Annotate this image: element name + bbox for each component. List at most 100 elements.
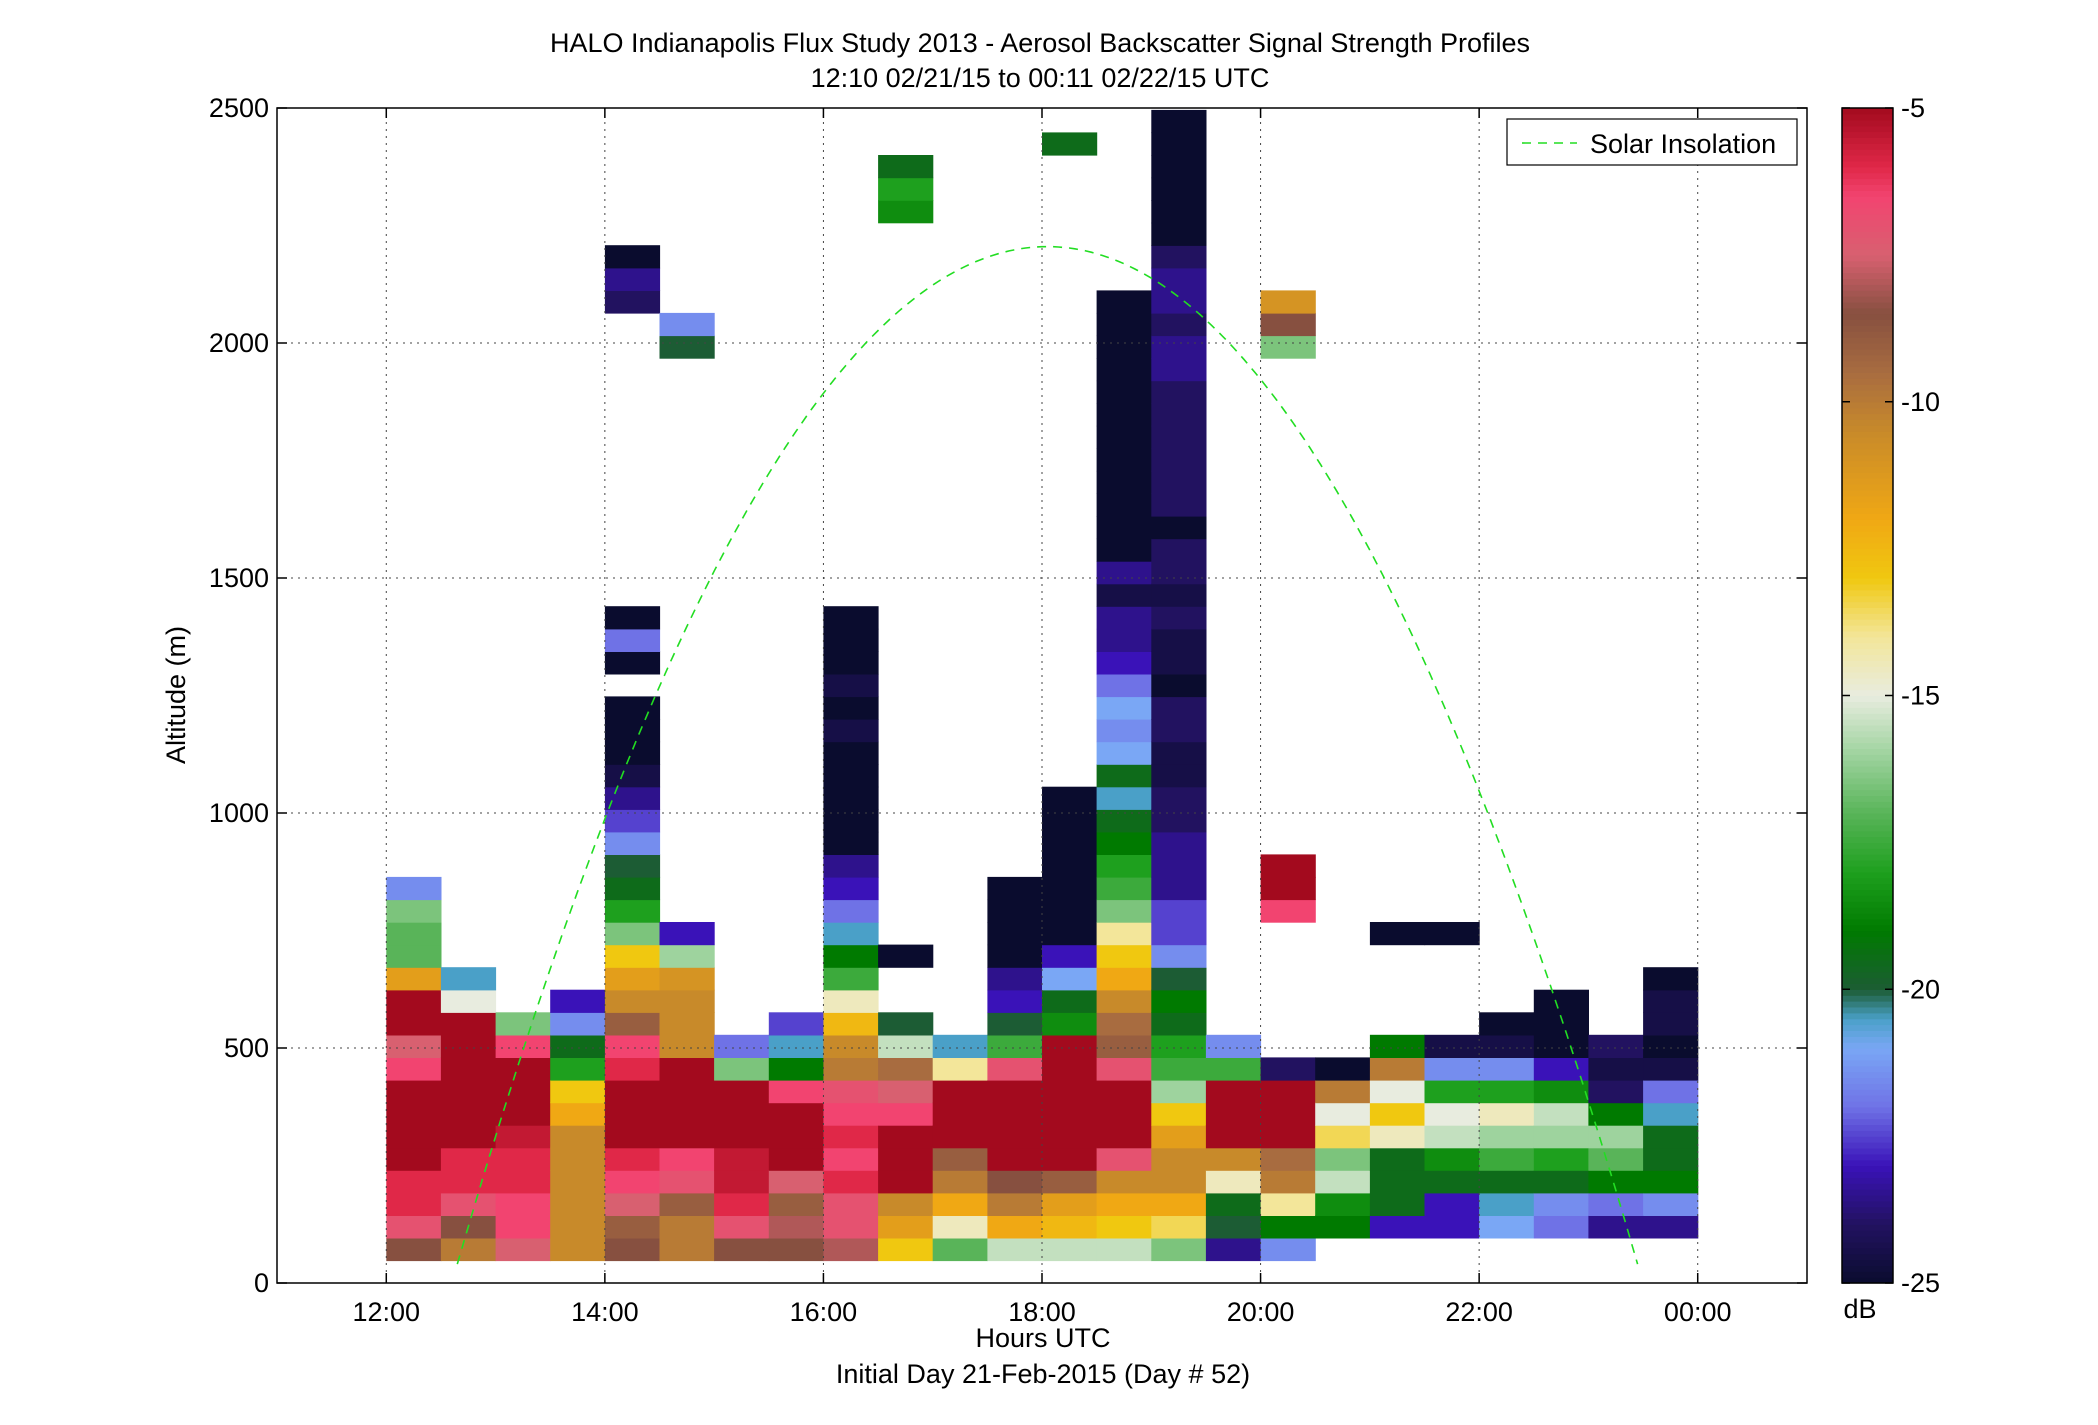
heatmap-cell — [987, 1125, 1043, 1149]
heatmap-cell — [1151, 1215, 1207, 1239]
heatmap-cell — [495, 1170, 551, 1194]
heatmap-cell — [1151, 922, 1207, 946]
heatmap-cell — [1369, 1215, 1426, 1239]
colorbar-swatch — [1842, 466, 1893, 473]
heatmap-cell — [659, 1012, 715, 1036]
heatmap-cell — [1643, 1125, 1699, 1149]
heatmap-cell — [550, 1192, 606, 1216]
heatmap-cell — [1533, 1080, 1589, 1104]
heatmap-cell — [1260, 1215, 1316, 1239]
heatmap-cell — [1479, 1034, 1535, 1058]
heatmap-cell — [1424, 1080, 1480, 1104]
colorbar-swatch — [1842, 860, 1893, 867]
heatmap-cell — [1096, 1034, 1152, 1058]
heatmap-cell — [987, 989, 1043, 1013]
heatmap-cell — [1042, 944, 1098, 968]
colorbar-swatch — [1842, 284, 1893, 291]
heatmap-cell — [823, 876, 879, 901]
colorbar-swatch — [1842, 1077, 1893, 1084]
heatmap-cell — [604, 267, 661, 291]
colorbar-swatch — [1842, 548, 1893, 556]
heatmap-cell — [604, 876, 661, 901]
colorbar-swatch — [1842, 1183, 1893, 1190]
heatmap-cell — [1042, 1147, 1098, 1171]
heatmap-cell — [659, 1147, 715, 1171]
colorbar-swatch — [1842, 907, 1893, 914]
heatmap-cell — [714, 1192, 770, 1216]
colorbar-swatch — [1842, 754, 1893, 761]
heatmap-cell — [1042, 1215, 1098, 1239]
heatmap-cell — [1260, 1080, 1316, 1104]
colorbar-swatch — [1842, 1006, 1893, 1014]
colorbar-swatch — [1842, 395, 1893, 403]
heatmap-cell — [1096, 538, 1152, 562]
colorbar-swatch — [1842, 513, 1893, 520]
heatmap-cell — [604, 245, 661, 269]
heatmap-cell — [550, 1034, 606, 1058]
colorbar-swatch — [1842, 824, 1893, 832]
heatmap-cell — [768, 1170, 824, 1194]
heatmap-cell — [386, 1215, 442, 1239]
colorbar-swatch — [1842, 818, 1893, 826]
colorbar-swatch — [1842, 401, 1893, 409]
heatmap-cell — [386, 922, 442, 946]
heatmap-cell — [604, 944, 661, 968]
colorbar-swatch — [1842, 260, 1893, 268]
colorbar-swatch — [1842, 325, 1893, 332]
heatmap-cell — [659, 1080, 715, 1104]
colorbar-swatch — [1842, 1012, 1893, 1020]
heatmap-cell — [823, 628, 879, 652]
colorbar-swatch — [1842, 724, 1893, 732]
heatmap-cell — [1151, 606, 1207, 630]
colorbar-swatch — [1842, 413, 1893, 420]
heatmap-cell — [604, 651, 661, 675]
heatmap-cell — [1151, 786, 1207, 810]
plot-area: 0 500 1000 1500 2000 2500 12:00 14:00 16:00 18:0… — [209, 93, 1808, 1327]
heatmap-cell — [1151, 673, 1207, 698]
heatmap-cell — [1096, 989, 1152, 1013]
heatmap-cell — [823, 1057, 879, 1081]
colorbar-tick-label: -15 — [1901, 681, 1940, 711]
heatmap-cell — [1096, 1102, 1152, 1126]
heatmap-cell — [932, 1125, 988, 1149]
heatmap-cell — [440, 1170, 497, 1194]
heatmap-cell — [604, 696, 661, 720]
heatmap-cell — [1260, 312, 1316, 337]
colorbar-swatch — [1842, 166, 1893, 174]
heatmap-cell — [1096, 786, 1152, 810]
heatmap-cell — [1588, 1215, 1644, 1239]
x-tick-label: 20:00 — [1227, 1297, 1295, 1327]
colorbar-swatch — [1842, 272, 1893, 279]
heatmap-cell — [604, 809, 661, 833]
colorbar-swatch — [1842, 360, 1893, 368]
heatmap-cell — [1042, 132, 1098, 156]
heatmap-cell — [932, 1170, 988, 1194]
heatmap-cell — [386, 989, 442, 1013]
heatmap-cell — [1315, 1102, 1371, 1126]
heatmap-cell — [1260, 1192, 1316, 1216]
colorbar-swatch — [1842, 331, 1893, 338]
heatmap-cell — [823, 786, 879, 810]
heatmap-cell — [878, 1125, 934, 1149]
heatmap-cell — [659, 1237, 715, 1262]
colorbar-swatch — [1842, 1212, 1893, 1219]
heatmap-cell — [1096, 1012, 1152, 1036]
heatmap-cell — [768, 1192, 824, 1216]
heatmap-cell — [1260, 1102, 1316, 1126]
heatmap-cell — [1205, 1080, 1262, 1104]
heatmap-cell — [1151, 222, 1207, 246]
colorbar-swatch — [1842, 707, 1893, 714]
heatmap-cell — [932, 1237, 988, 1262]
heatmap-cell — [1151, 403, 1207, 427]
colorbar-swatch — [1842, 636, 1893, 644]
colorbar-swatch — [1842, 448, 1893, 456]
heatmap-cell — [386, 1192, 442, 1216]
colorbar-swatch — [1842, 942, 1893, 949]
heatmap-cell — [1151, 177, 1207, 201]
heatmap-cell — [932, 1057, 988, 1081]
colorbar-swatch — [1842, 454, 1893, 462]
heatmap-cell — [932, 1102, 988, 1126]
heatmap-cell — [1424, 1102, 1480, 1126]
colorbar-swatch — [1842, 525, 1893, 532]
heatmap-cell — [1643, 1147, 1699, 1171]
